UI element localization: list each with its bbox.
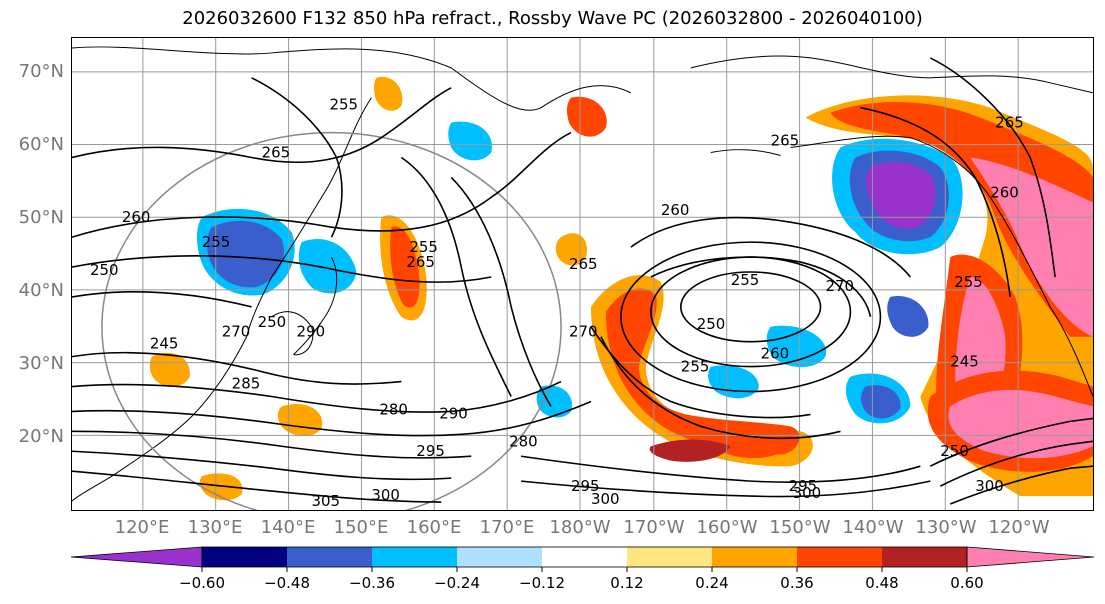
coastlines xyxy=(72,46,1093,502)
lon-label-160w: 160°W xyxy=(696,517,758,538)
contour-label: 280 xyxy=(379,400,408,418)
contour-label: 295 xyxy=(789,477,818,495)
contour-label: 250 xyxy=(940,442,969,460)
contour-label: 300 xyxy=(371,486,400,504)
contour-label: 260 xyxy=(661,201,690,219)
map-panel: 255 265 260 250 255 265 255 265 260 265 … xyxy=(71,37,1094,511)
lat-label-40n: 40°N xyxy=(18,280,64,301)
colorbar-tick-label: −0.12 xyxy=(519,574,565,592)
colorbar-segment xyxy=(542,547,627,567)
colorbar-segment xyxy=(882,547,967,567)
contours xyxy=(72,57,1093,505)
colorbar-svg xyxy=(70,546,1095,572)
map-canvas: 255 265 260 250 255 265 255 265 260 265 … xyxy=(72,38,1093,510)
colorbar-tick-label: −0.60 xyxy=(179,574,225,592)
contour-label: 250 xyxy=(697,315,726,333)
lon-label-180w: 180°W xyxy=(549,517,611,538)
contour-label: 260 xyxy=(990,183,1019,201)
contour-label: 250 xyxy=(258,313,287,331)
lon-label-140e: 140°E xyxy=(260,517,316,538)
graticule xyxy=(72,38,1093,510)
lat-label-50n: 50°N xyxy=(18,207,64,228)
contour-label: 255 xyxy=(731,271,760,289)
lon-label-170e: 170°E xyxy=(479,517,535,538)
contour-label: 255 xyxy=(202,233,231,251)
contour-label: 250 xyxy=(90,261,119,279)
lon-label-130w: 130°W xyxy=(915,517,977,538)
colorbar-tick-label: −0.24 xyxy=(434,574,480,592)
lon-label-140w: 140°W xyxy=(842,517,904,538)
contour-label: 255 xyxy=(681,358,710,376)
contour-label: 245 xyxy=(950,353,979,371)
lat-label-20n: 20°N xyxy=(18,426,64,447)
lon-label-170w: 170°W xyxy=(623,517,685,538)
colorbar-segment xyxy=(712,547,797,567)
colorbar-tick-label: −0.48 xyxy=(264,574,310,592)
colorbar-segment xyxy=(457,547,542,567)
contour-label: 290 xyxy=(297,323,326,341)
shading-layer xyxy=(149,76,1093,501)
colorbar-ticks xyxy=(201,567,968,572)
lat-label-60n: 60°N xyxy=(18,134,64,155)
lon-label-150e: 150°E xyxy=(333,517,389,538)
colorbar-tick-label: 0.24 xyxy=(695,574,729,592)
colorbar-segment xyxy=(627,547,712,567)
colorbar-segment xyxy=(202,547,287,567)
contour-label: 255 xyxy=(954,273,983,291)
contour-labels: 255 265 260 250 255 265 255 265 260 265 … xyxy=(90,96,1024,510)
map-title: 2026032600 F132 850 hPa refract., Rossby… xyxy=(182,8,923,29)
contour-label: 295 xyxy=(416,442,445,460)
lon-label-120e: 120°E xyxy=(114,517,170,538)
colorbar-segment xyxy=(287,547,372,567)
colorbar-frame xyxy=(201,546,968,568)
contour-label: 270 xyxy=(826,277,855,295)
contour-label: 265 xyxy=(771,132,800,150)
contour-label: 265 xyxy=(995,114,1024,132)
contour-label: 290 xyxy=(439,404,468,422)
contour-label: 300 xyxy=(591,490,620,508)
lon-label-130e: 130°E xyxy=(187,517,243,538)
contour-label: 255 xyxy=(409,238,438,256)
colorbar-segment xyxy=(797,547,882,567)
contour-label: 295 xyxy=(571,477,600,495)
contour-label: 300 xyxy=(975,477,1004,495)
contour-label: 280 xyxy=(509,432,538,450)
lon-label-150w: 150°W xyxy=(769,517,831,538)
contour-label: 270 xyxy=(222,323,251,341)
contour-label: 285 xyxy=(232,375,261,393)
lon-label-160e: 160°E xyxy=(406,517,462,538)
contour-label: 265 xyxy=(262,144,291,162)
lon-label-120w: 120°W xyxy=(988,517,1050,538)
colorbar-segment xyxy=(372,547,457,567)
contour-label: 245 xyxy=(150,335,179,353)
colorbar-tick-label: 0.12 xyxy=(610,574,644,592)
colorbar-segment xyxy=(966,546,1095,568)
colorbar-segment xyxy=(70,546,203,568)
contour-label: 265 xyxy=(406,253,435,271)
contour-label: 300 xyxy=(793,484,822,502)
lat-label-30n: 30°N xyxy=(18,353,64,374)
contour-label: 305 xyxy=(312,492,341,510)
colorbar-tick-label: 0.36 xyxy=(780,574,814,592)
contour-label: 255 xyxy=(329,96,358,114)
contour-label: 260 xyxy=(122,208,151,226)
colorbar-tick-label: 0.48 xyxy=(865,574,899,592)
contour-label: 260 xyxy=(761,345,790,363)
contour-label: 265 xyxy=(569,255,598,273)
colorbar-tick-label: −0.36 xyxy=(349,574,395,592)
colorbar xyxy=(70,546,1095,572)
colorbar-tick-label: 0.60 xyxy=(950,574,984,592)
contour-label: 270 xyxy=(569,323,598,341)
great-circle xyxy=(101,131,562,510)
lat-label-70n: 70°N xyxy=(18,61,64,82)
